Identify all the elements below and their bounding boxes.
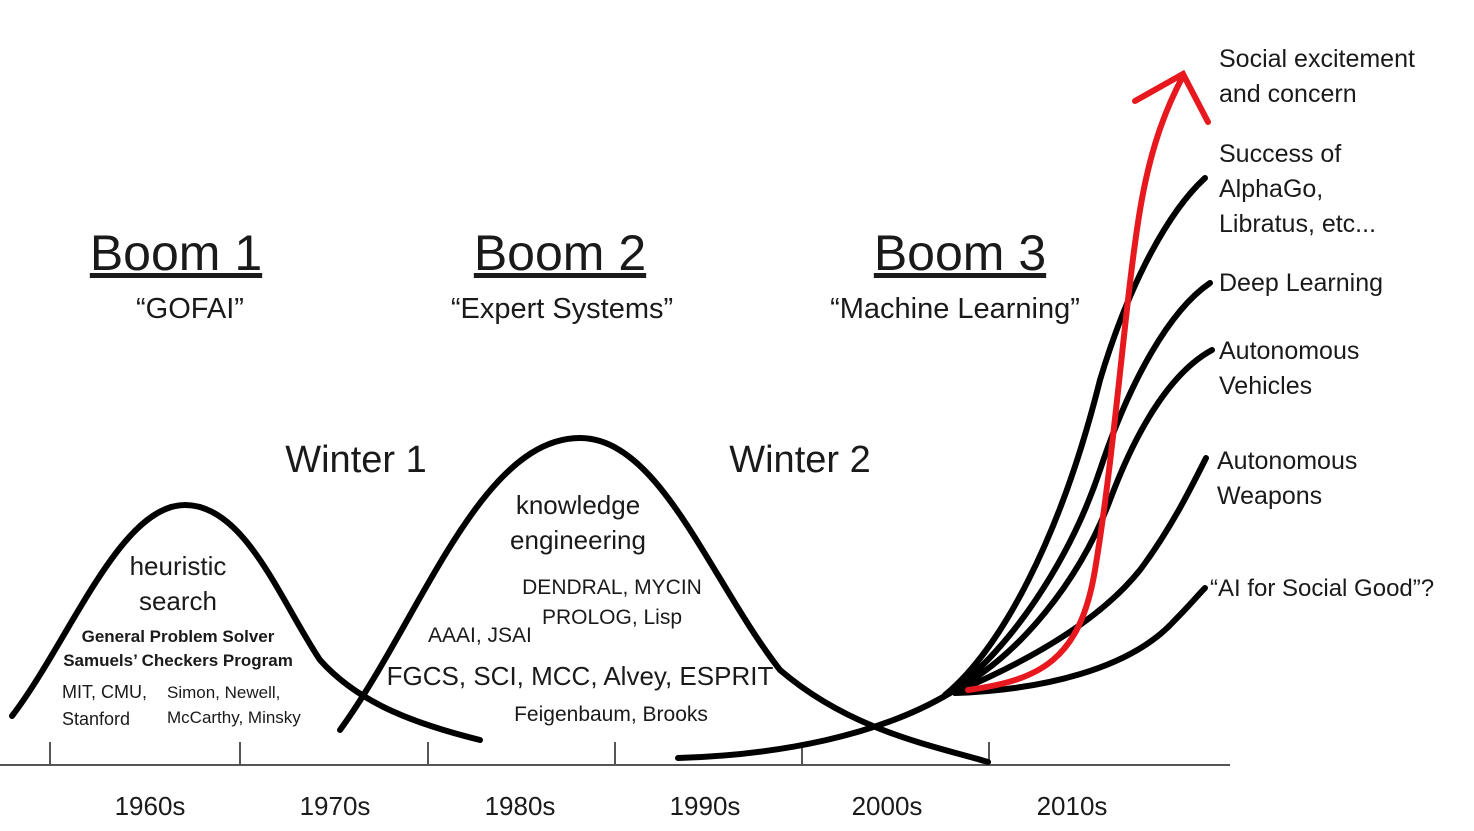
outcome-weapons-line2: Weapons [1217,482,1322,510]
outcome-vehicles-line1: Autonomous [1219,337,1359,365]
boom2-orgs: AAAI, JSAI [428,624,532,647]
arrow-head-icon [1132,69,1211,125]
branch-autonomous-weapons [957,455,1209,693]
outcome-labels: Social excitement and concern Success of… [1210,45,1434,602]
boom2-topic-line1: knowledge [516,490,640,520]
boom1-program-line2: Samuels’ Checkers Program [63,651,293,670]
branch-deep-learning [947,280,1213,696]
outcome-weapons-line1: Autonomous [1217,447,1357,475]
outcome-vehicles-line2: Vehicles [1219,372,1312,400]
branch-alphago [942,175,1208,698]
winter2-label: Winter 2 [729,439,870,481]
outcome-deep-learning: Deep Learning [1219,269,1383,297]
tick-label-2010s: 2010s [1037,791,1108,821]
boom1-program-line1: General Problem Solver [82,627,275,646]
outcome-alphago-line1: Success of [1219,140,1341,168]
outcome-alphago-line3: Libratus, etc... [1219,210,1376,238]
winter1-label: Winter 1 [285,439,426,481]
boom1-topic-line1: heuristic [130,551,227,581]
social-excitement-arrow [965,73,1186,693]
outcome-social-good: “AI for Social Good”? [1210,575,1434,602]
outcome-alphago-line2: AlphaGo, [1219,175,1323,203]
boom3-subtitle: “Machine Learning” [830,293,1080,325]
boom3-title: Boom 3 [874,225,1046,281]
boom1-inst-line1: MIT, CMU, [62,682,147,702]
boom1-people-line2: McCarthy, Minsky [167,708,301,727]
tick-label-1990s: 1990s [670,791,741,821]
branch-autonomous-vehicles [952,347,1215,693]
outcome-social-line1: Social excitement [1219,45,1415,73]
boom2-topic-line2: engineering [510,525,646,555]
boom1-topic-line2: search [139,586,217,616]
boom3-base-curve [675,690,953,761]
boom2-projects: FGCS, SCI, MCC, Alvey, ESPRIT [387,661,774,691]
boom2-curve [337,434,991,765]
boom2-systems-line2: PROLOG, Lisp [542,606,682,629]
tick-label-1970s: 1970s [300,791,371,821]
branch-social-good [952,585,1208,696]
boom1-curve [9,501,483,743]
boom1-title: Boom 1 [90,225,262,281]
tick-label-1980s: 1980s [485,791,556,821]
tick-label-2000s: 2000s [852,791,923,821]
boom2-people: Feigenbaum, Brooks [514,703,708,726]
timeline-tick-labels: 1960s 1970s 1980s 1990s 2000s 2010s [115,791,1108,821]
boom1-people-line1: Simon, Newell, [167,683,280,702]
boom1-inst-line2: Stanford [62,709,130,729]
boom2-subtitle: “Expert Systems” [451,293,673,325]
outcome-social-line2: and concern [1219,80,1357,108]
timeline-tick-marks [49,742,990,765]
boom1-subtitle: “GOFAI” [136,293,244,325]
boom2-title: Boom 2 [474,225,646,281]
boom2-systems-line1: DENDRAL, MYCIN [522,576,702,599]
tick-label-1960s: 1960s [115,791,186,821]
